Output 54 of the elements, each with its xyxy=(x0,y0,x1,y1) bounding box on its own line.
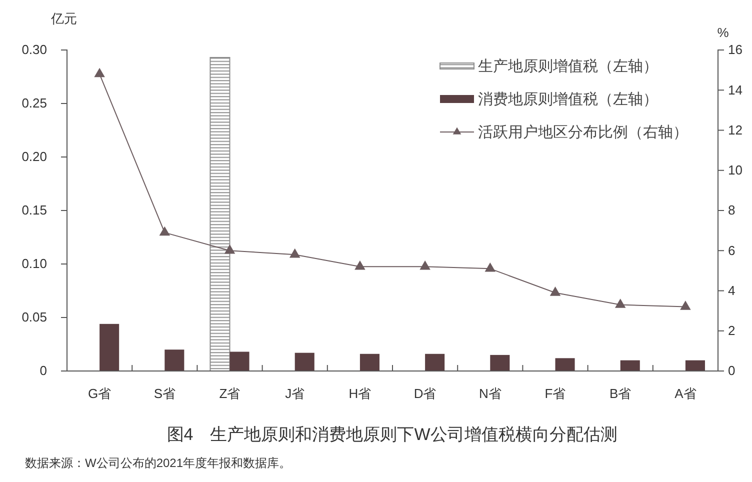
y-tick-label: 0.10 xyxy=(22,256,47,272)
bar xyxy=(164,350,184,371)
y-tick-label: 0.30 xyxy=(22,42,47,58)
y2-tick-label: 6 xyxy=(728,242,736,258)
y2-tick-label: 0 xyxy=(728,363,736,378)
y-tick-label: 0.25 xyxy=(22,96,47,111)
source-note: 数据来源：W公司公布的2021年度年报和数据库。 xyxy=(25,456,292,470)
point xyxy=(354,260,366,270)
point xyxy=(224,244,236,254)
point xyxy=(680,300,691,310)
point xyxy=(550,286,561,296)
point xyxy=(94,68,105,78)
y2-tick-label: 4 xyxy=(728,282,736,298)
bar xyxy=(425,354,445,371)
y-tick-label: 0.20 xyxy=(22,149,47,164)
x-tick-label: D省 xyxy=(414,386,436,401)
bar xyxy=(360,354,380,371)
y2-tick-label: 10 xyxy=(728,162,742,178)
x-tick-label: J省 xyxy=(285,386,305,401)
bar xyxy=(210,56,230,372)
x-tick-label: Z省 xyxy=(219,386,240,401)
legend-label: 生产地原则增值税（左轴） xyxy=(478,57,658,75)
bar xyxy=(555,358,575,371)
x-tick-label: A省 xyxy=(674,386,696,401)
bar xyxy=(294,352,314,371)
y-tick-label: 0.05 xyxy=(22,310,47,325)
y2-tick-label: 12 xyxy=(728,122,742,138)
bar xyxy=(100,324,120,371)
bar xyxy=(685,360,705,371)
y2-tick-label: 2 xyxy=(728,323,736,338)
x-tick-label: N省 xyxy=(478,386,502,401)
bar xyxy=(230,352,250,371)
y2-tick-label: 8 xyxy=(728,202,736,218)
point xyxy=(289,248,300,258)
point xyxy=(420,260,430,270)
y-axis-title: 亿元 xyxy=(50,11,77,26)
legend-label: 消费地原则增值税（左轴） xyxy=(478,90,658,108)
x-tick-label: S省 xyxy=(154,386,176,401)
x-tick-label: B省 xyxy=(610,386,632,401)
point xyxy=(614,298,626,308)
legend-label: 活跃用户地区分布比例（右轴） xyxy=(478,123,688,141)
x-tick-label: F省 xyxy=(544,386,566,401)
x-tick-label: H省 xyxy=(348,386,372,401)
y-tick-label: 0.15 xyxy=(22,202,47,218)
x-tick-label: G省 xyxy=(88,386,112,401)
text: 图4 生产地原则和消费地原则下W公司增值税横向分配估测 xyxy=(166,425,618,444)
bar xyxy=(490,354,510,371)
y2-axis-title: % xyxy=(717,25,730,40)
y2-tick-label: 14 xyxy=(728,82,742,98)
point xyxy=(159,226,170,236)
y-tick-label: 0 xyxy=(40,363,47,378)
point xyxy=(484,262,496,272)
y2-tick-label: 16 xyxy=(728,42,742,58)
bar xyxy=(620,360,640,371)
